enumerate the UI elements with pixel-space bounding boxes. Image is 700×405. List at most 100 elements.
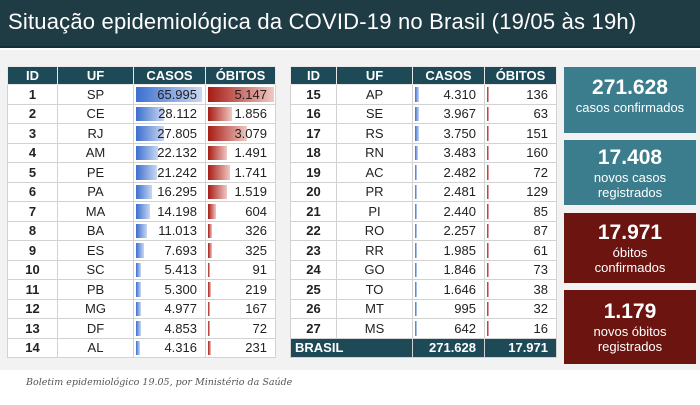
cell-uf: TO — [336, 279, 413, 300]
cell-id: 14 — [7, 337, 58, 358]
cell-obitos: 61 — [484, 240, 557, 261]
cell-obitos-value: 61 — [533, 242, 548, 258]
column-header-obitos: ÓBITOS — [484, 66, 557, 85]
cases-bar — [136, 165, 158, 180]
cases-bar — [415, 87, 420, 102]
cell-obitos-value: 1.741 — [234, 164, 267, 180]
cases-bar — [415, 262, 417, 277]
cell-obitos-value: 72 — [252, 320, 267, 336]
cell-casos-value: 995 — [454, 301, 476, 317]
deaths-bar — [208, 340, 211, 355]
cell-obitos: 325 — [205, 240, 276, 261]
column-header-id: ID — [290, 66, 337, 85]
cell-uf: MA — [57, 201, 134, 222]
table-row: 6 PA 16.295 1.519 — [7, 181, 276, 202]
cases-bar — [415, 204, 418, 219]
cell-uf: PR — [336, 181, 413, 202]
cell-obitos: 38 — [484, 279, 557, 300]
deaths-bar — [487, 165, 489, 180]
cell-id: 18 — [290, 142, 337, 163]
cell-id: 27 — [290, 318, 337, 339]
table-row: 15 AP 4.310 136 — [290, 84, 557, 105]
cell-obitos: 87 — [484, 220, 557, 241]
cell-casos: 11.013 — [133, 220, 206, 241]
cell-casos: 3.483 — [412, 142, 485, 163]
cell-uf: SC — [57, 259, 134, 280]
cell-casos: 1.646 — [412, 279, 485, 300]
table-row: 14 AL 4.316 231 — [7, 337, 276, 358]
cell-uf: RR — [336, 240, 413, 261]
cases-bar — [415, 145, 419, 160]
cases-bar — [136, 184, 153, 199]
deaths-bar — [208, 301, 211, 316]
cell-casos: 4.310 — [412, 84, 485, 105]
cell-obitos: 129 — [484, 181, 557, 202]
cases-bar — [136, 301, 141, 316]
table-row: 13 DF 4.853 72 — [7, 318, 276, 339]
cases-bar — [415, 223, 418, 238]
cell-uf: SP — [57, 84, 134, 105]
table-row: 20 PR 2.481 129 — [290, 181, 557, 202]
cases-bar — [415, 126, 419, 141]
cell-obitos-value: 604 — [245, 203, 267, 219]
cell-casos-value: 4.977 — [164, 301, 197, 317]
table-row: 2 CE 28.112 1.856 — [7, 103, 276, 124]
deaths-bar — [487, 282, 489, 297]
cell-id: 15 — [290, 84, 337, 105]
deaths-bar — [487, 204, 489, 219]
cell-obitos-value: 1.519 — [234, 184, 267, 200]
cell-obitos: 85 — [484, 201, 557, 222]
cell-casos-value: 65.995 — [157, 86, 197, 102]
deaths-bar — [487, 184, 489, 199]
cell-casos: 4.977 — [133, 298, 206, 319]
cell-id: 26 — [290, 298, 337, 319]
table-row: 8 BA 11.013 326 — [7, 220, 276, 241]
cell-uf: PB — [57, 279, 134, 300]
cell-id: 9 — [7, 240, 58, 261]
cell-obitos-value: 129 — [526, 184, 548, 200]
cell-uf: CE — [57, 103, 134, 124]
deaths-bar — [487, 87, 489, 102]
cases-bar — [136, 106, 165, 121]
column-header-casos: CASOS — [412, 66, 485, 85]
cell-casos: 16.295 — [133, 181, 206, 202]
cases-bar — [136, 262, 142, 277]
total-obitos: 17.971 — [484, 337, 557, 358]
table-row: 23 RR 1.985 61 — [290, 240, 557, 261]
cell-id: 20 — [290, 181, 337, 202]
deaths-bar — [208, 223, 213, 238]
cell-obitos-value: 85 — [533, 203, 548, 219]
table-row: 11 PB 5.300 219 — [7, 279, 276, 300]
cell-obitos-value: 91 — [252, 262, 267, 278]
card-total-deaths-value: 17.971 — [597, 221, 663, 244]
cell-casos-value: 16.295 — [157, 184, 197, 200]
deaths-bar — [487, 301, 489, 316]
cell-casos-value: 1.646 — [443, 281, 476, 297]
cell-casos: 21.242 — [133, 162, 206, 183]
cell-obitos-value: 73 — [533, 262, 548, 278]
cell-id: 2 — [7, 103, 58, 124]
deaths-bar — [208, 184, 228, 199]
cell-obitos: 1.491 — [205, 142, 276, 163]
card-total-cases-value: 271.628 — [592, 76, 668, 99]
cell-obitos: 326 — [205, 220, 276, 241]
cell-casos-value: 3.967 — [443, 106, 476, 122]
card-new-deaths-label-1: novos óbitos — [593, 324, 667, 339]
cell-uf: RO — [336, 220, 413, 241]
deaths-bar — [208, 165, 231, 180]
cell-casos-value: 1.846 — [443, 262, 476, 278]
cell-id: 21 — [290, 201, 337, 222]
cell-obitos-value: 151 — [526, 125, 548, 141]
cell-uf: RJ — [57, 123, 134, 144]
column-header-uf: UF — [57, 66, 134, 85]
cell-id: 23 — [290, 240, 337, 261]
cell-casos-value: 11.013 — [158, 223, 197, 239]
cell-obitos: 1.856 — [205, 103, 276, 124]
cell-obitos-value: 63 — [533, 106, 548, 122]
cell-uf: MG — [57, 298, 134, 319]
cell-id: 25 — [290, 279, 337, 300]
table-row: 5 PE 21.242 1.741 — [7, 162, 276, 183]
cell-casos: 22.132 — [133, 142, 206, 163]
cell-casos-value: 5.413 — [164, 262, 197, 278]
cell-casos-value: 27.805 — [157, 125, 197, 141]
